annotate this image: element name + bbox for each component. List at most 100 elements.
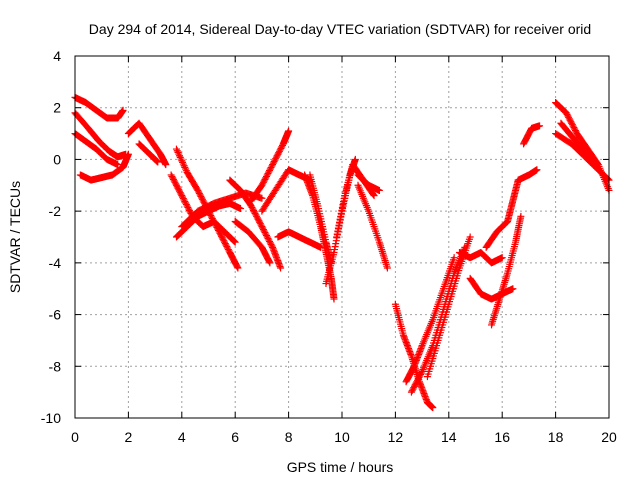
data-point bbox=[198, 195, 206, 203]
data-point bbox=[565, 113, 573, 121]
data-point bbox=[154, 158, 162, 166]
series-track-20 bbox=[354, 181, 391, 272]
x-tick-label: 8 bbox=[285, 429, 293, 445]
data-point bbox=[285, 127, 293, 135]
series-track-6 bbox=[135, 140, 162, 166]
data-point bbox=[248, 203, 256, 211]
data-point bbox=[171, 178, 179, 186]
data-point bbox=[273, 152, 281, 160]
data-point bbox=[563, 110, 571, 118]
data-point bbox=[172, 180, 180, 188]
data-point bbox=[450, 254, 458, 262]
data-point bbox=[604, 175, 612, 183]
data-point bbox=[258, 181, 266, 189]
data-point bbox=[182, 165, 190, 173]
data-point bbox=[178, 192, 186, 200]
series-track-12 bbox=[231, 217, 274, 267]
data-point bbox=[176, 187, 184, 195]
data-point bbox=[417, 370, 425, 378]
data-point bbox=[179, 195, 187, 203]
series-track-25 bbox=[423, 233, 474, 381]
data-point bbox=[571, 127, 579, 135]
data-point bbox=[255, 217, 263, 225]
data-point bbox=[261, 229, 269, 237]
data-point bbox=[416, 372, 424, 380]
data-point bbox=[417, 369, 425, 377]
data-point bbox=[194, 186, 202, 194]
data-point bbox=[184, 203, 192, 211]
data-point bbox=[170, 177, 178, 185]
data-point bbox=[185, 205, 193, 213]
data-point bbox=[266, 237, 274, 245]
data-point bbox=[266, 165, 274, 173]
data-point bbox=[258, 223, 266, 231]
data-point bbox=[252, 211, 260, 219]
data-point bbox=[587, 154, 595, 162]
series-track-28 bbox=[482, 176, 522, 251]
data-point bbox=[221, 238, 229, 246]
data-point bbox=[177, 190, 185, 198]
data-point bbox=[224, 244, 232, 252]
data-point bbox=[195, 188, 203, 196]
data-point bbox=[275, 147, 283, 155]
data-point bbox=[415, 373, 423, 381]
data-point bbox=[181, 163, 189, 171]
data-point bbox=[533, 166, 541, 174]
y-tick-label: -2 bbox=[49, 203, 62, 219]
data-point bbox=[588, 155, 596, 163]
data-point bbox=[251, 209, 259, 217]
data-point bbox=[272, 153, 280, 161]
y-tick-label: -10 bbox=[41, 410, 61, 426]
x-tick-label: 10 bbox=[334, 429, 350, 445]
data-point bbox=[169, 174, 177, 182]
data-point bbox=[408, 387, 416, 395]
data-point bbox=[498, 254, 506, 262]
data-point bbox=[217, 231, 225, 239]
data-point bbox=[168, 172, 176, 180]
data-point bbox=[262, 230, 270, 238]
series-track-8 bbox=[167, 171, 239, 246]
data-point bbox=[414, 375, 422, 383]
data-point bbox=[268, 242, 276, 250]
data-point bbox=[410, 382, 418, 390]
y-tick-label: 4 bbox=[53, 48, 61, 64]
data-point bbox=[411, 381, 419, 389]
data-point bbox=[253, 214, 261, 222]
data-point bbox=[224, 246, 232, 254]
series-track-4 bbox=[76, 150, 132, 184]
data-point bbox=[569, 122, 577, 130]
data-point bbox=[172, 145, 180, 153]
x-tick-label: 16 bbox=[494, 429, 510, 445]
data-point bbox=[275, 149, 283, 157]
data-point bbox=[179, 160, 187, 168]
data-point bbox=[330, 295, 338, 303]
data-point bbox=[124, 150, 132, 158]
data-point bbox=[222, 241, 230, 249]
series-track-13 bbox=[247, 127, 293, 205]
data-point bbox=[175, 186, 183, 194]
series-track-21 bbox=[354, 171, 383, 194]
series-track-2 bbox=[71, 109, 130, 161]
y-tick-label: 2 bbox=[53, 100, 61, 116]
data-point bbox=[264, 234, 272, 242]
data-point bbox=[181, 198, 189, 206]
data-point bbox=[536, 122, 544, 130]
data-point bbox=[174, 184, 182, 192]
data-point bbox=[370, 192, 378, 200]
x-tick-label: 20 bbox=[601, 429, 617, 445]
data-point bbox=[167, 171, 175, 179]
data-point bbox=[414, 376, 422, 384]
data-point bbox=[267, 240, 275, 248]
x-tick-label: 0 bbox=[71, 429, 79, 445]
data-point bbox=[237, 205, 245, 213]
x-tick-label: 12 bbox=[388, 429, 404, 445]
data-point bbox=[249, 205, 257, 213]
data-point bbox=[277, 264, 285, 272]
data-point bbox=[180, 162, 188, 170]
data-point bbox=[407, 388, 415, 396]
data-point bbox=[269, 161, 277, 169]
data-point bbox=[231, 238, 239, 246]
data-point bbox=[223, 243, 231, 251]
